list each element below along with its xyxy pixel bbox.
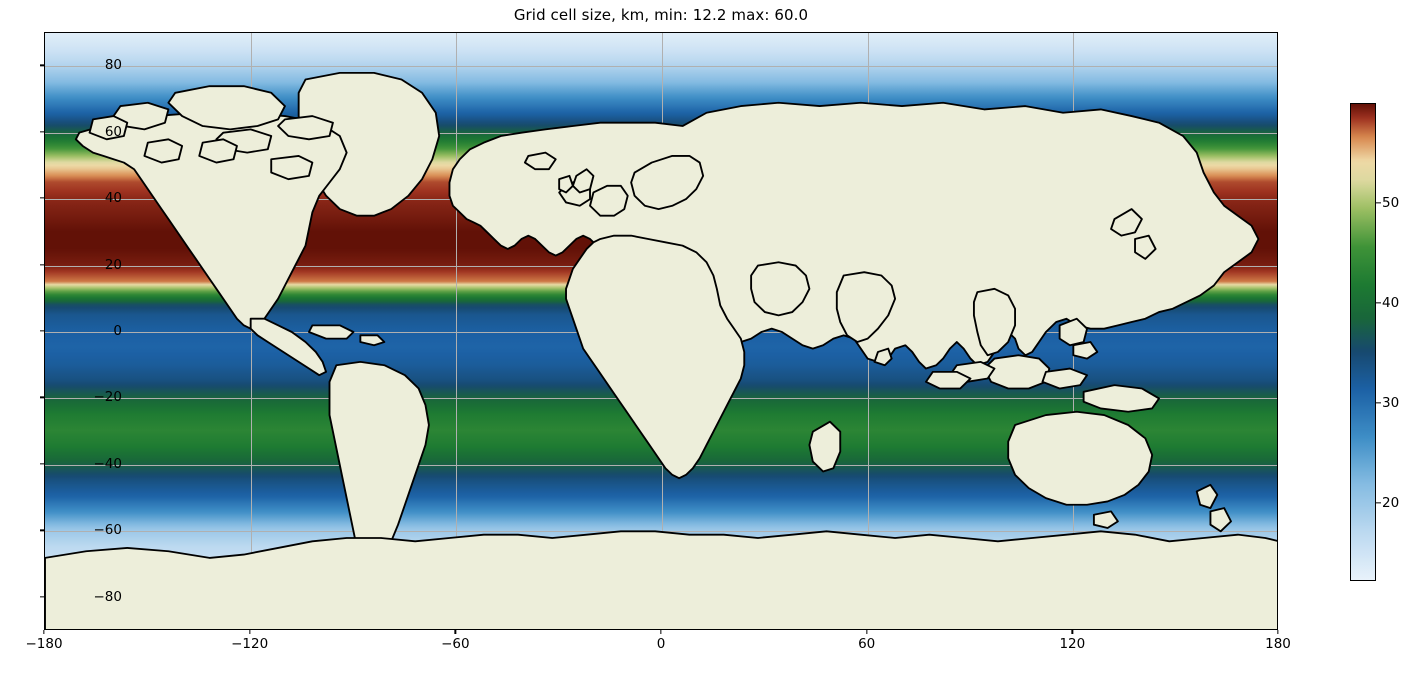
x-axis-tick-mark xyxy=(1071,630,1073,634)
colorbar-tick-label: 40 xyxy=(1382,295,1400,311)
x-axis-tick-label: −180 xyxy=(25,636,63,652)
colorbar[interactable] xyxy=(1350,103,1376,581)
y-axis-tick-label: 40 xyxy=(104,190,122,207)
colorbar-tick-label: 20 xyxy=(1382,495,1400,511)
x-axis-tick-label: 0 xyxy=(656,636,666,652)
y-axis-tick-label: −20 xyxy=(93,389,123,406)
map-axes[interactable] xyxy=(44,32,1278,630)
colorbar-tick-label: 50 xyxy=(1382,195,1400,211)
colorbar-gradient xyxy=(1351,104,1375,580)
x-axis-tick-mark xyxy=(43,630,45,634)
x-axis-tick-label: −120 xyxy=(231,636,269,652)
x-axis-tick-label: −60 xyxy=(441,636,470,652)
y-axis-tick-label: 20 xyxy=(104,256,122,273)
y-axis-tick-label: 0 xyxy=(113,323,122,339)
y-axis-tick-label: −80 xyxy=(93,588,123,605)
colorbar-tick-label: 30 xyxy=(1382,395,1400,411)
y-axis-tick-mark xyxy=(40,596,44,598)
colorbar-tick-mark xyxy=(1376,502,1381,504)
y-axis-tick-label: 80 xyxy=(104,57,122,74)
x-axis-tick-mark xyxy=(1277,630,1279,634)
y-axis-tick-mark xyxy=(40,529,44,531)
land-polygons xyxy=(45,71,1277,629)
x-axis-tick-mark xyxy=(249,630,251,634)
x-axis-tick-mark xyxy=(660,630,662,634)
x-axis-tick-mark xyxy=(866,630,868,634)
x-axis-tick-mark xyxy=(454,630,456,634)
y-axis-tick-label: 60 xyxy=(104,123,122,140)
y-axis-tick-mark xyxy=(40,64,44,66)
colorbar-tick-mark xyxy=(1376,202,1381,204)
y-axis-tick-mark xyxy=(40,131,44,133)
y-axis-tick-mark xyxy=(40,463,44,465)
plot-title: Grid cell size, km, min: 12.2 max: 60.0 xyxy=(513,6,809,24)
y-axis-tick-mark xyxy=(40,197,44,199)
x-axis-tick-label: 60 xyxy=(858,636,876,652)
colorbar-tick-mark xyxy=(1376,402,1381,404)
colorbar-tick-mark xyxy=(1376,302,1381,304)
y-axis-tick-mark xyxy=(40,263,44,266)
y-axis-tick-label: −60 xyxy=(93,522,123,539)
x-axis-tick-label: 120 xyxy=(1059,636,1086,652)
y-axis-tick-label: −40 xyxy=(93,455,123,472)
x-axis-tick-label: 180 xyxy=(1265,636,1291,652)
y-axis-tick-mark xyxy=(40,330,44,332)
y-axis-tick-mark xyxy=(40,396,44,399)
coastlines-layer xyxy=(45,71,1277,629)
